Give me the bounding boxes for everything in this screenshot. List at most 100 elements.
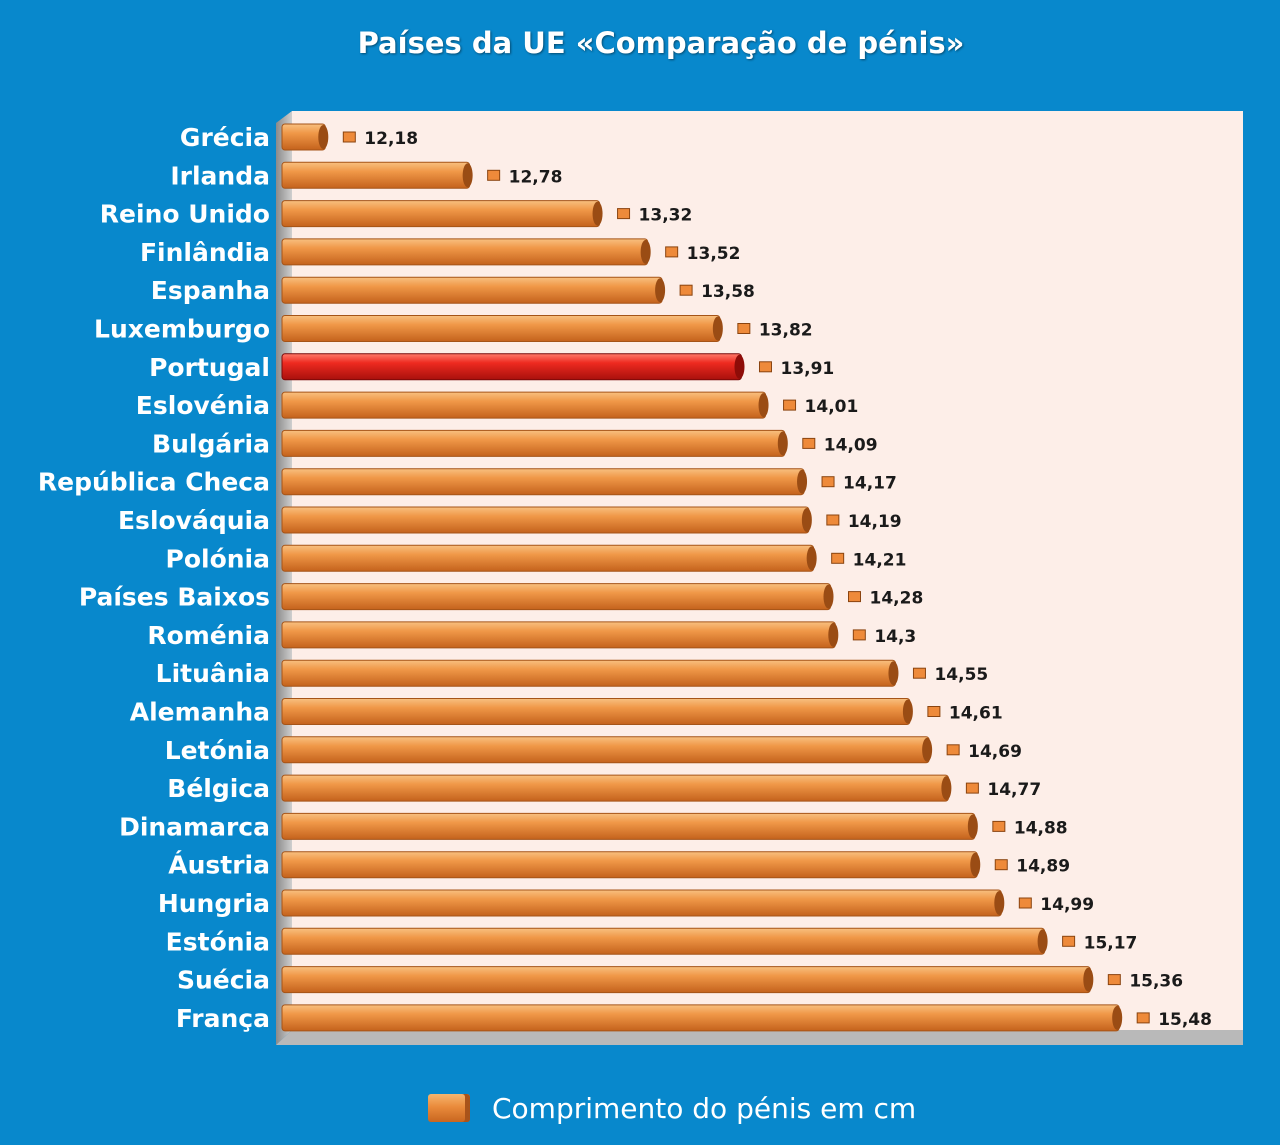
bar-reino-unido xyxy=(281,200,601,228)
value-label-estonia: 15,17 xyxy=(1084,933,1138,953)
bar-cap-eslovenia xyxy=(758,393,769,418)
category-label-espanha: Espanha xyxy=(151,276,270,305)
value-label-portugal: 13,91 xyxy=(780,359,834,379)
category-label-austria: Áustria xyxy=(168,851,270,880)
value-marker-republica-checa xyxy=(821,476,835,488)
bar-finlandia xyxy=(281,238,649,266)
bar-portugal xyxy=(281,353,742,381)
value-marker-grecia xyxy=(342,131,356,143)
bar-cap-belgica xyxy=(941,776,952,801)
bar-franca xyxy=(281,1004,1120,1032)
bar-cap-irlanda xyxy=(462,163,473,188)
value-marker-eslovaquia xyxy=(826,514,840,526)
value-marker-hungria xyxy=(1018,897,1032,909)
value-label-grecia: 12,18 xyxy=(364,129,418,149)
legend-swatch xyxy=(428,1094,470,1122)
bar-cap-grecia xyxy=(318,125,329,149)
value-label-suecia: 15,36 xyxy=(1129,972,1183,992)
bar-cap-finlandia xyxy=(640,239,651,264)
category-label-dinamarca: Dinamarca xyxy=(119,812,270,841)
value-marker-romenia xyxy=(852,629,866,641)
value-label-franca: 15,48 xyxy=(1158,1010,1212,1030)
value-label-dinamarca: 14,88 xyxy=(1014,818,1068,838)
plot-floor xyxy=(276,1030,1243,1045)
category-label-franca: França xyxy=(176,1004,270,1033)
bar-cap-paises-baixos xyxy=(823,584,834,609)
bar-polonia xyxy=(281,544,815,572)
value-label-luxemburgo: 13,82 xyxy=(759,321,813,341)
bar-cap-hungria xyxy=(994,891,1005,915)
bar-cap-eslovaquia xyxy=(801,508,812,532)
bar-luxemburgo xyxy=(281,315,721,342)
value-label-alemanha: 14,61 xyxy=(949,704,1003,724)
value-marker-irlanda xyxy=(487,169,501,181)
legend-label: Comprimento do pénis em cm xyxy=(492,1091,917,1125)
value-marker-belgica xyxy=(965,782,979,794)
category-label-portugal: Portugal xyxy=(149,353,270,382)
value-label-hungria: 14,99 xyxy=(1040,895,1094,915)
bar-bulgaria xyxy=(281,429,786,457)
category-label-romenia: Roménia xyxy=(147,621,270,650)
plot-side-wall xyxy=(276,111,292,1045)
bar-cap-polonia xyxy=(806,546,817,571)
bar-cap-suecia xyxy=(1083,967,1094,992)
bar-eslovaquia xyxy=(281,506,810,534)
bar-irlanda xyxy=(281,161,471,189)
category-label-bulgaria: Bulgária xyxy=(152,429,270,458)
category-label-grecia: Grécia xyxy=(180,123,270,152)
bar-cap-franca xyxy=(1112,1005,1123,1030)
bar-cap-espanha xyxy=(655,278,666,303)
value-marker-austria xyxy=(994,859,1008,871)
value-marker-alemanha xyxy=(927,706,941,717)
bar-lituania xyxy=(281,659,896,687)
value-marker-eslovenia xyxy=(783,399,797,411)
bar-suecia xyxy=(281,966,1091,994)
category-label-finlandia: Finlândia xyxy=(140,238,270,267)
value-label-irlanda: 12,78 xyxy=(509,167,563,187)
category-label-paises-baixos: Países Baixos xyxy=(79,583,270,612)
value-label-reino-unido: 13,32 xyxy=(639,206,693,226)
bar-letonia xyxy=(281,736,930,764)
bar-cap-republica-checa xyxy=(797,469,808,494)
category-label-eslovenia: Eslovénia xyxy=(136,391,270,420)
bar-cap-romenia xyxy=(828,622,839,647)
value-label-espanha: 13,58 xyxy=(701,282,755,302)
value-marker-reino-unido xyxy=(617,208,631,220)
category-label-republica-checa: República Checa xyxy=(38,468,270,497)
bar-cap-estonia xyxy=(1037,929,1048,954)
value-marker-dinamarca xyxy=(992,820,1006,832)
value-label-letonia: 14,69 xyxy=(968,742,1022,762)
bar-cap-portugal xyxy=(734,354,745,379)
value-label-eslovaquia: 14,19 xyxy=(848,512,902,532)
bar-cap-luxemburgo xyxy=(712,316,723,341)
value-marker-franca xyxy=(1136,1012,1150,1024)
bar-cap-austria xyxy=(970,852,981,877)
category-label-hungria: Hungria xyxy=(158,889,270,918)
value-label-lituania: 14,55 xyxy=(934,665,988,685)
value-label-polonia: 14,21 xyxy=(853,550,907,570)
category-label-alemanha: Alemanha xyxy=(130,698,270,727)
bar-cap-bulgaria xyxy=(777,431,788,456)
bar-espanha xyxy=(281,276,663,304)
chart-title: Países da UE «Comparação de pénis» xyxy=(357,26,965,60)
bar-hungria xyxy=(281,889,1002,917)
bar-eslovenia xyxy=(281,391,767,419)
category-label-eslovaquia: Eslováquia xyxy=(118,506,270,535)
category-label-lituania: Lituânia xyxy=(156,659,270,688)
bar-romenia xyxy=(281,621,836,649)
category-label-belgica: Bélgica xyxy=(167,774,270,803)
value-label-romenia: 14,3 xyxy=(874,627,916,647)
legend: Comprimento do pénis em cm xyxy=(428,1088,916,1128)
value-label-paises-baixos: 14,28 xyxy=(870,589,924,609)
category-label-polonia: Polónia xyxy=(166,544,270,573)
value-marker-bulgaria xyxy=(802,437,816,449)
value-label-eslovenia: 14,01 xyxy=(805,397,859,417)
category-label-suecia: Suécia xyxy=(177,966,270,995)
bar-cap-dinamarca xyxy=(967,814,978,839)
value-marker-portugal xyxy=(758,361,772,373)
value-marker-suecia xyxy=(1107,974,1121,986)
value-label-austria: 14,89 xyxy=(1016,857,1070,877)
value-label-republica-checa: 14,17 xyxy=(843,474,897,494)
category-label-letonia: Letónia xyxy=(165,736,270,765)
